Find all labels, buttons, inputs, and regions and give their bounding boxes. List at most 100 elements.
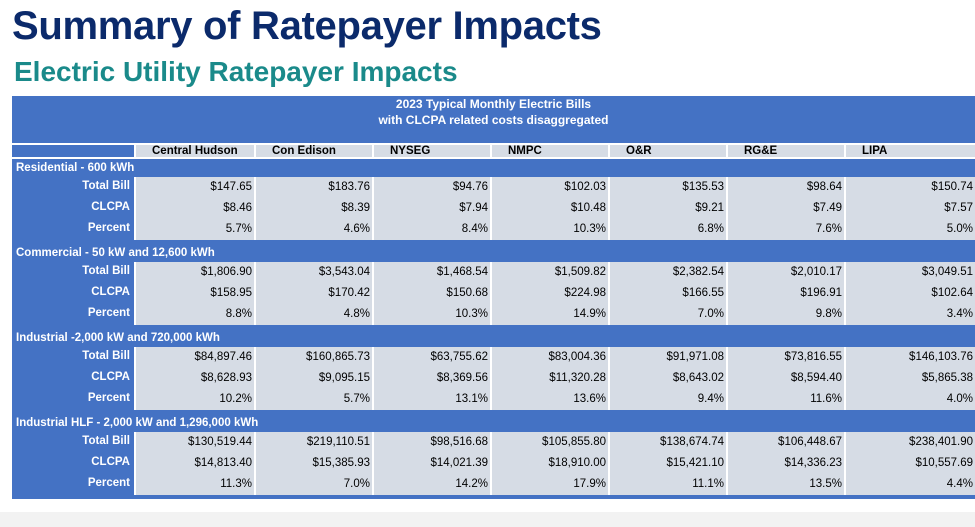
section-title: Industrial HLF - 2,000 kW and 1,296,000 … [12, 414, 975, 432]
value: $158.95 [210, 287, 252, 299]
value: 13.1% [455, 393, 488, 405]
value-cell: $2,010.17 $196.91 9.8% [726, 262, 844, 325]
value: $102.64 [931, 287, 973, 299]
column-header: RG&E [726, 143, 844, 159]
value: $150.68 [446, 287, 488, 299]
value: $7.57 [944, 202, 973, 214]
value: 11.1% [692, 478, 724, 490]
row-label: Percent [87, 477, 130, 489]
row-label: CLCPA [91, 456, 130, 468]
value: 7.6% [815, 223, 842, 235]
value: $1,806.90 [200, 266, 252, 278]
value: $7.49 [813, 202, 842, 214]
value: 3.4% [946, 308, 973, 320]
section-data-row: Total Bill CLCPA Percent $130,519.44 $14,813… [12, 432, 975, 495]
value-cell: $219,110.51 $15,385.93 7.0% [254, 432, 372, 495]
footer-strip [0, 512, 975, 527]
value: $224.98 [564, 287, 606, 299]
column-header: LIPA [844, 143, 975, 159]
value: 11.6% [810, 393, 842, 405]
value: $2,010.17 [790, 266, 842, 278]
value-cell: $160,865.73 $9,095.15 5.7% [254, 347, 372, 410]
section-title: Commercial - 50 kW and 12,600 kWh [12, 244, 975, 262]
bills-table: 2023 Typical Monthly Electric Bills with… [12, 96, 975, 499]
value: $1,509.82 [554, 266, 606, 278]
value-cell: $105,855.80 $18,910.00 17.9% [490, 432, 608, 495]
row-label: CLCPA [91, 201, 130, 213]
value: $105,855.80 [542, 436, 606, 448]
column-header-row: Central Hudson Con Edison NYSEG NMPC O&R RG&E… [12, 143, 975, 159]
value: $160,865.73 [306, 351, 370, 363]
value: 4.4% [946, 478, 973, 490]
table-header-line2: with CLCPA related costs disaggregated [378, 113, 609, 127]
value: $8,594.40 [790, 372, 842, 384]
page-subtitle: Electric Utility Ratepayer Impacts [14, 56, 458, 87]
value: $14,021.39 [430, 457, 488, 469]
value: $91,971.08 [666, 351, 724, 363]
value: $238,401.90 [909, 436, 973, 448]
value: $130,519.44 [188, 436, 252, 448]
section-spacer-cell [12, 325, 975, 329]
bills-grid: Central Hudson Con Edison NYSEG NMPC O&R RG&E… [12, 143, 975, 499]
column-header-blank [12, 143, 134, 159]
value: $10.48 [570, 202, 606, 214]
section-data-row: Total Bill CLCPA Percent $84,897.46 $8,628.9… [12, 347, 975, 410]
value: $15,421.10 [666, 457, 724, 469]
value: 17.9% [573, 478, 606, 490]
value-cell: $63,755.62 $8,369.56 13.1% [372, 347, 490, 410]
value: $7.94 [459, 202, 488, 214]
value: $9,095.15 [318, 372, 370, 384]
value: $3,543.04 [318, 266, 370, 278]
section-spacer-cell [12, 240, 975, 244]
value: $1,468.54 [436, 266, 488, 278]
row-label: CLCPA [91, 371, 130, 383]
page-title: Summary of Ratepayer Impacts [12, 4, 602, 48]
value: $8,643.02 [672, 372, 724, 384]
section-data-row: Total Bill CLCPA Percent $147.65 $8.46 5.7% $1… [12, 177, 975, 240]
value-cell: $1,509.82 $224.98 14.9% [490, 262, 608, 325]
value: $3,049.51 [921, 266, 973, 278]
section-spacer-cell [12, 410, 975, 414]
value: $15,385.93 [312, 457, 370, 469]
value: $8,628.93 [200, 372, 252, 384]
value-cell: $146,103.76 $5,865.38 4.0% [844, 347, 975, 410]
section-header-row: Commercial - 50 kW and 12,600 kWh [12, 244, 975, 262]
section-spacer [12, 495, 975, 499]
value: $2,382.54 [672, 266, 724, 278]
value: $9.21 [695, 202, 724, 214]
value-cell: $1,806.90 $158.95 8.8% [134, 262, 254, 325]
value: 13.5% [809, 478, 842, 490]
value: $8,369.56 [436, 372, 488, 384]
value: 8.8% [225, 308, 252, 320]
value-cell: $84,897.46 $8,628.93 10.2% [134, 347, 254, 410]
value-cell: $91,971.08 $8,643.02 9.4% [608, 347, 726, 410]
row-labels: Total Bill CLCPA Percent [12, 432, 134, 495]
section-data-row: Total Bill CLCPA Percent $1,806.90 $158.95 8.… [12, 262, 975, 325]
row-label: CLCPA [91, 286, 130, 298]
value: 5.7% [225, 223, 252, 235]
section-spacer [12, 410, 975, 414]
value-cell: $147.65 $8.46 5.7% [134, 177, 254, 240]
table-header: 2023 Typical Monthly Electric Bills with… [12, 96, 975, 143]
value: 5.0% [946, 223, 973, 235]
section-header-row: Industrial -2,000 kW and 720,000 kWh [12, 329, 975, 347]
section-header-row: Residential - 600 kWh [12, 159, 975, 177]
value: 7.0% [697, 308, 724, 320]
value: 10.3% [573, 223, 606, 235]
value: $11,320.28 [549, 372, 606, 384]
value: $146,103.76 [909, 351, 973, 363]
value: 10.2% [219, 393, 252, 405]
section-title: Industrial -2,000 kW and 720,000 kWh [12, 329, 975, 347]
value: 13.6% [573, 393, 606, 405]
value-cell: $3,049.51 $102.64 3.4% [844, 262, 975, 325]
value: $138,674.74 [660, 436, 724, 448]
value: $135.53 [682, 181, 724, 193]
value: 4.6% [343, 223, 370, 235]
column-header: Central Hudson [134, 143, 254, 159]
section-spacer [12, 240, 975, 244]
value: 7.0% [343, 478, 370, 490]
value-cell: $98.64 $7.49 7.6% [726, 177, 844, 240]
value: $147.65 [210, 181, 252, 193]
table-header-line1: 2023 Typical Monthly Electric Bills [395, 97, 592, 111]
value: 4.0% [946, 393, 973, 405]
